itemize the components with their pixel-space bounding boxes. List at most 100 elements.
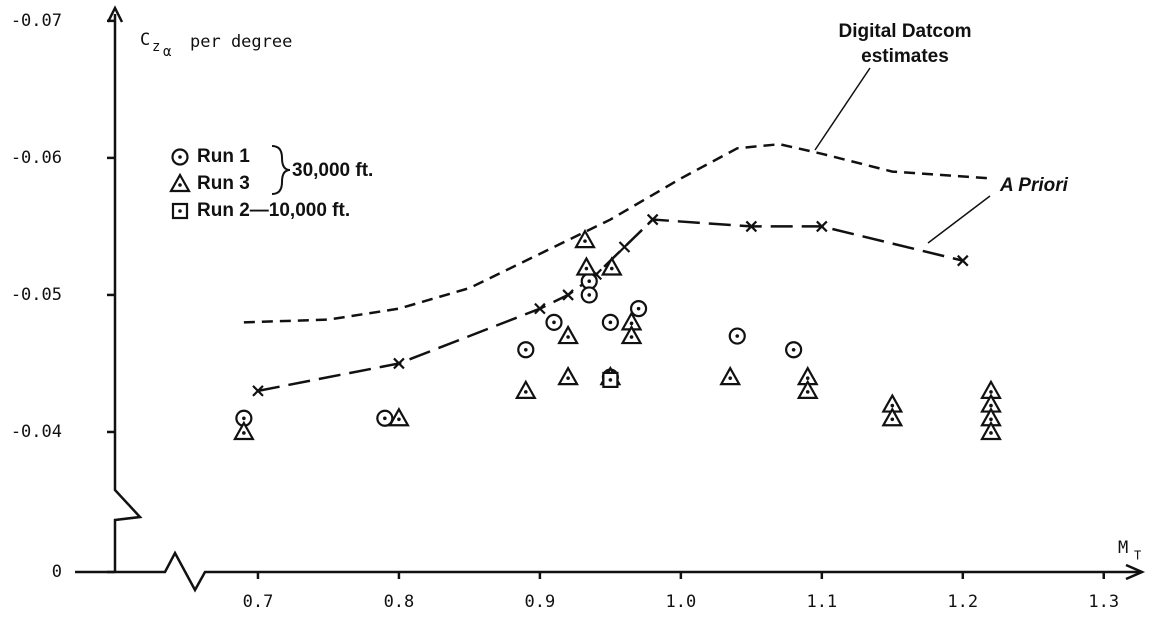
marker-cross: [646, 213, 659, 226]
y-label-symbol: C: [140, 30, 150, 50]
dot: [629, 335, 634, 339]
cross: [534, 302, 546, 315]
dot: [178, 209, 182, 213]
legend-label: Run 1: [197, 146, 250, 167]
x-axis: [75, 550, 1140, 593]
dot: [587, 279, 592, 284]
cross: [816, 220, 828, 233]
y-label-subsub: α: [163, 44, 172, 60]
marker-circle: [580, 286, 598, 304]
dot: [989, 403, 993, 408]
triangle: [388, 407, 410, 427]
legend-brace: [271, 145, 291, 195]
legend-item: Run 1: [197, 146, 250, 167]
marker-cross: [957, 254, 969, 267]
marker-square: [602, 371, 619, 389]
y-tick-label: -0.04: [11, 422, 62, 442]
triangle: [232, 420, 255, 441]
dot: [242, 416, 246, 421]
cross: [562, 289, 574, 301]
triangle: [574, 228, 596, 249]
dot: [397, 417, 401, 422]
y-label-sub: z: [152, 39, 160, 55]
cross: [957, 254, 969, 267]
x-arrow: [1125, 563, 1146, 581]
dot: [584, 266, 589, 271]
x-tick-label: 1.0: [666, 592, 697, 612]
dot: [805, 376, 810, 380]
marker-cross: [534, 302, 546, 315]
legend-marker: [169, 172, 191, 193]
triangle: [557, 365, 579, 386]
x-tick-label: 1.3: [1088, 592, 1119, 612]
cross: [393, 357, 405, 370]
marker-triangle: [796, 379, 819, 399]
curve: [257, 218, 964, 393]
marker-triangle: [980, 420, 1002, 441]
dot: [989, 431, 993, 435]
legend-item: Run 3: [197, 173, 250, 194]
y-arrow: [106, 5, 124, 23]
annotation: estimates: [861, 46, 949, 67]
marker-circle: [601, 313, 619, 331]
triangle: [600, 256, 623, 276]
y-tick-label: -0.05: [11, 285, 62, 305]
legend-label: Run 2—10,000 ft.: [197, 200, 350, 221]
dot: [583, 239, 587, 243]
annotation: Digital Datcom: [838, 21, 971, 42]
marker-triangle: [557, 365, 579, 386]
marker-triangle: [232, 420, 255, 441]
legend-marker: [171, 148, 189, 166]
marker-cross: [618, 241, 631, 253]
dot: [890, 417, 895, 422]
dot: [524, 347, 528, 352]
dot: [552, 320, 556, 325]
x-label-sub: T: [1134, 549, 1141, 563]
marker-circle: [785, 341, 803, 359]
y-tick-label: 0: [52, 562, 62, 582]
cross: [252, 385, 264, 397]
x-label-symbol: M: [1118, 538, 1128, 558]
dot: [242, 431, 246, 435]
cross: [745, 220, 758, 233]
curve: [243, 142, 992, 324]
y-tick-label: -0.07: [11, 11, 62, 31]
marker-cross: [816, 220, 828, 233]
annotation: A Priori: [999, 175, 1069, 196]
x-tick-label: 1.1: [806, 592, 837, 612]
marker-triangle: [881, 407, 904, 427]
marker-circle: [517, 341, 535, 359]
leader-line: [927, 195, 991, 244]
triangle: [980, 420, 1002, 441]
marker-triangle: [514, 379, 537, 399]
cross: [646, 213, 659, 226]
x-tick-label: 0.7: [243, 592, 274, 612]
marker-triangle: [575, 256, 598, 276]
triangle: [620, 324, 643, 345]
dot: [791, 347, 796, 352]
marker-triangle: [574, 228, 596, 249]
dot: [524, 390, 528, 394]
triangle: [575, 256, 598, 276]
dot: [178, 183, 182, 187]
triangle: [514, 379, 537, 399]
x-tick-label: 1.2: [947, 592, 978, 612]
dot: [636, 306, 641, 311]
triangle: [881, 407, 904, 427]
dot: [566, 376, 570, 380]
marker-cross: [252, 385, 264, 397]
dot: [728, 376, 732, 380]
axes: [75, 5, 1146, 593]
dot: [608, 378, 613, 382]
cross: [618, 241, 631, 253]
triangle: [796, 379, 819, 399]
dot: [609, 266, 614, 271]
legend-item: Run 2—10,000 ft.: [197, 200, 350, 221]
x-tick-label: 0.8: [384, 592, 415, 612]
marker-cross: [745, 220, 758, 233]
dot: [989, 390, 993, 394]
marker-cross: [562, 289, 574, 301]
marker-triangle: [600, 256, 623, 276]
leader-line: [814, 67, 871, 151]
